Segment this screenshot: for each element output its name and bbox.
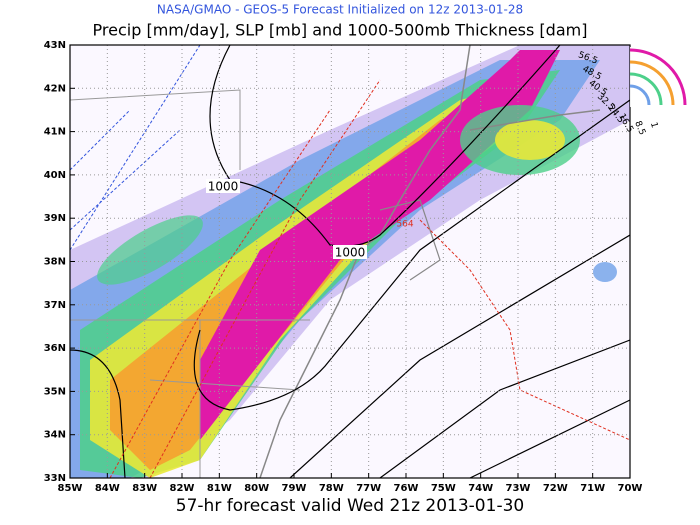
title: Precip [mm/day], SLP [mb] and 1000-500mb… [93, 21, 588, 40]
footer: 57-hr forecast valid Wed 21z 2013-01-30 [176, 496, 524, 516]
lon-label: 81W [207, 483, 232, 494]
lon-label: 80W [244, 483, 269, 494]
contour-label: 1000 [335, 246, 366, 260]
label-box [206, 179, 240, 193]
lon-label: 72W [543, 483, 568, 494]
map-frame [69, 44, 631, 479]
lon-label: 76W [394, 483, 419, 494]
label-box [333, 245, 367, 259]
lon-label: 77W [356, 483, 381, 494]
lat-label: 35N [44, 386, 66, 397]
lon-label: 75W [431, 483, 456, 494]
lat-label: 39N [44, 213, 66, 224]
lat-label: 34N [44, 430, 66, 441]
lon-label: 74W [468, 483, 493, 494]
lon-label: 84W [95, 483, 120, 494]
lon-label: 73W [506, 483, 531, 494]
colorbar [629, 47, 690, 107]
lat-label: 42N [44, 83, 66, 94]
lon-label: 70W [618, 483, 643, 494]
contour-label: 564 [396, 220, 413, 230]
lon-label: 82W [170, 483, 195, 494]
contour-label: 1000 [208, 180, 239, 194]
lon-label: 78W [319, 483, 344, 494]
lat-label: 38N [44, 257, 66, 268]
colorbar-label: 1 [648, 121, 659, 129]
subtitle: NASA/GMAO - GEOS-5 Forecast Initialized … [157, 3, 523, 17]
lon-label: 71W [580, 483, 605, 494]
lon-label: 85W [58, 483, 83, 494]
lat-label: 37N [44, 300, 66, 311]
colorbar-label: 8.5 [632, 120, 647, 137]
lon-label: 79W [282, 483, 307, 494]
lat-label: 40N [44, 170, 66, 181]
lat-label: 33N [44, 473, 66, 484]
lon-label: 83W [132, 483, 157, 494]
lat-label: 41N [44, 127, 66, 138]
lat-label: 43N [44, 40, 66, 51]
lat-label: 36N [44, 343, 66, 354]
